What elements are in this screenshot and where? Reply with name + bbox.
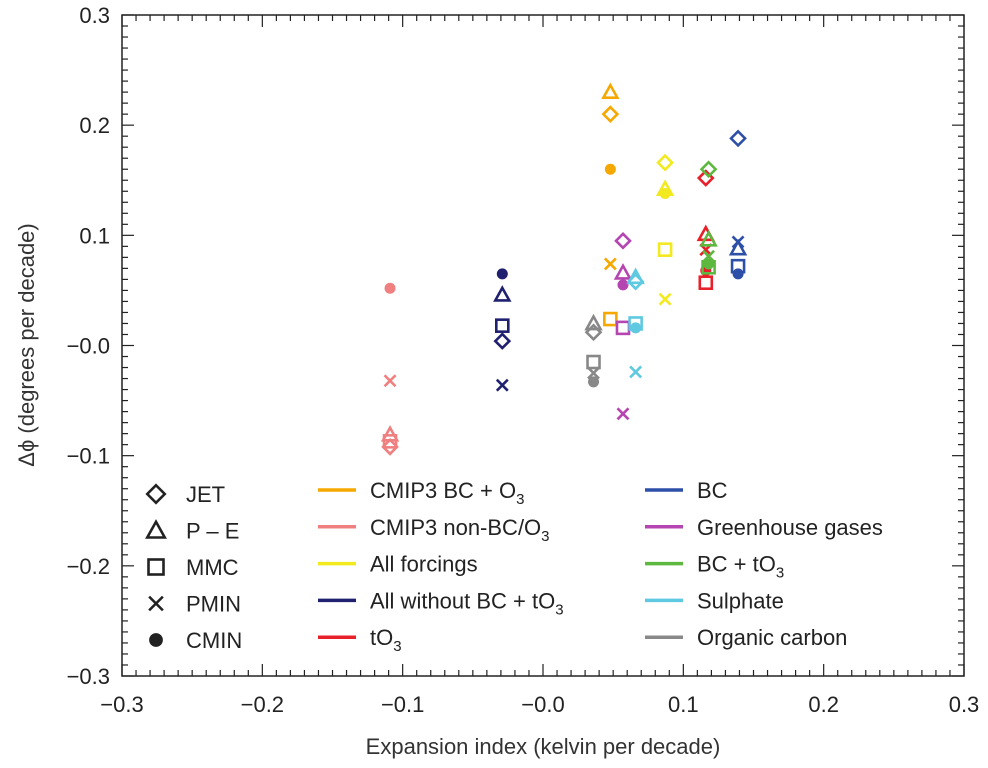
y-tick-label: 0.3 bbox=[79, 3, 110, 28]
marker-legend: JET P – E MMC PMIN CMIN bbox=[145, 482, 242, 653]
data-point bbox=[604, 163, 616, 175]
y-tick-label: 0.2 bbox=[79, 113, 110, 138]
data-point bbox=[381, 438, 399, 456]
marker-legend-label: PMIN bbox=[186, 592, 241, 617]
series-legend-label: CMIP3 BC + O3 bbox=[370, 478, 524, 508]
x-tick-label: −0.0 bbox=[521, 692, 564, 717]
data-point bbox=[659, 187, 671, 199]
data-point bbox=[603, 311, 618, 327]
series-legend-label: Greenhouse gases bbox=[697, 515, 883, 540]
data-point bbox=[588, 376, 600, 388]
data-point bbox=[656, 153, 674, 172]
series-legend: CMIP3 BC + O3 CMIP3 non-BC/O3 All forcings… bbox=[318, 478, 883, 655]
data-point bbox=[382, 434, 398, 449]
y-tick-label: −0.3 bbox=[67, 664, 110, 689]
series-legend-label: All without BC + tO3 bbox=[370, 588, 564, 618]
data-point bbox=[617, 279, 629, 291]
data-point bbox=[601, 82, 620, 100]
y-axis-label: Δϕ (degrees per decade) bbox=[14, 223, 39, 466]
y-tick-label: −0.2 bbox=[67, 554, 110, 579]
series-legend-label: BC + tO3 bbox=[697, 552, 784, 582]
data-point bbox=[601, 105, 620, 123]
data-point bbox=[495, 378, 509, 392]
y-tick-label: −0.0 bbox=[67, 334, 110, 359]
data-point bbox=[586, 354, 601, 370]
legend-marker-square-icon bbox=[147, 558, 165, 576]
x-tick-label: 0.2 bbox=[808, 692, 839, 717]
series-legend-label: Sulphate bbox=[697, 588, 784, 613]
data-point bbox=[732, 268, 744, 280]
data-point bbox=[699, 230, 718, 247]
data-point bbox=[383, 374, 397, 388]
data-point bbox=[699, 160, 718, 179]
x-axis: −0.3 −0.2 −0.1 −0.0 0.1 0.2 0.3 bbox=[100, 15, 979, 717]
x-tick-label: −0.3 bbox=[100, 692, 143, 717]
data-point bbox=[614, 232, 632, 250]
data-points bbox=[380, 82, 748, 456]
series-legend-label: tO3 bbox=[370, 625, 402, 655]
data-point bbox=[380, 425, 400, 442]
y-tick-label: −0.1 bbox=[67, 444, 110, 469]
x-tick-label: 0.1 bbox=[668, 692, 699, 717]
x-axis-label: Expansion index (kelvin per decade) bbox=[366, 734, 721, 759]
plot-frame bbox=[121, 14, 965, 677]
data-point bbox=[658, 292, 672, 306]
series-legend-label: CMIP3 non-BC/O3 bbox=[370, 515, 550, 545]
y-tick-label: 0.1 bbox=[79, 223, 110, 248]
marker-legend-label: MMC bbox=[186, 555, 239, 580]
data-point bbox=[729, 129, 747, 148]
data-point bbox=[587, 366, 600, 380]
data-point bbox=[603, 257, 617, 271]
data-point bbox=[616, 407, 630, 421]
data-point bbox=[626, 267, 645, 285]
y-axis: −0.3 −0.2 −0.1 −0.0 0.1 0.2 0.3 bbox=[67, 3, 964, 689]
series-legend-label: All forcings bbox=[370, 552, 478, 577]
data-point bbox=[384, 282, 396, 294]
x-tick-label: −0.1 bbox=[381, 692, 424, 717]
data-point bbox=[698, 275, 714, 291]
x-tick-label: −0.2 bbox=[241, 692, 284, 717]
data-point bbox=[584, 313, 603, 331]
data-point bbox=[495, 318, 510, 333]
marker-legend-label: P – E bbox=[186, 519, 239, 544]
x-tick-label: 0.3 bbox=[949, 692, 980, 717]
legend-marker-diamond-icon bbox=[145, 483, 167, 505]
data-point bbox=[615, 320, 631, 336]
data-point bbox=[493, 285, 512, 302]
series-legend-label: BC bbox=[697, 478, 728, 503]
marker-legend-label: CMIN bbox=[186, 628, 242, 653]
data-point bbox=[657, 242, 673, 257]
marker-legend-label: JET bbox=[186, 482, 225, 507]
legend-marker-triangle-icon bbox=[145, 519, 167, 539]
data-point bbox=[629, 365, 643, 379]
data-point bbox=[493, 332, 512, 350]
data-point bbox=[613, 263, 633, 280]
data-point bbox=[731, 235, 745, 249]
legend-marker-cross-icon bbox=[148, 595, 164, 612]
data-point bbox=[728, 238, 748, 256]
data-point bbox=[496, 268, 508, 280]
series-legend-label: Organic carbon bbox=[697, 625, 847, 650]
legend-marker-circle-icon bbox=[149, 633, 163, 647]
data-point bbox=[703, 258, 715, 270]
data-point bbox=[630, 322, 642, 334]
